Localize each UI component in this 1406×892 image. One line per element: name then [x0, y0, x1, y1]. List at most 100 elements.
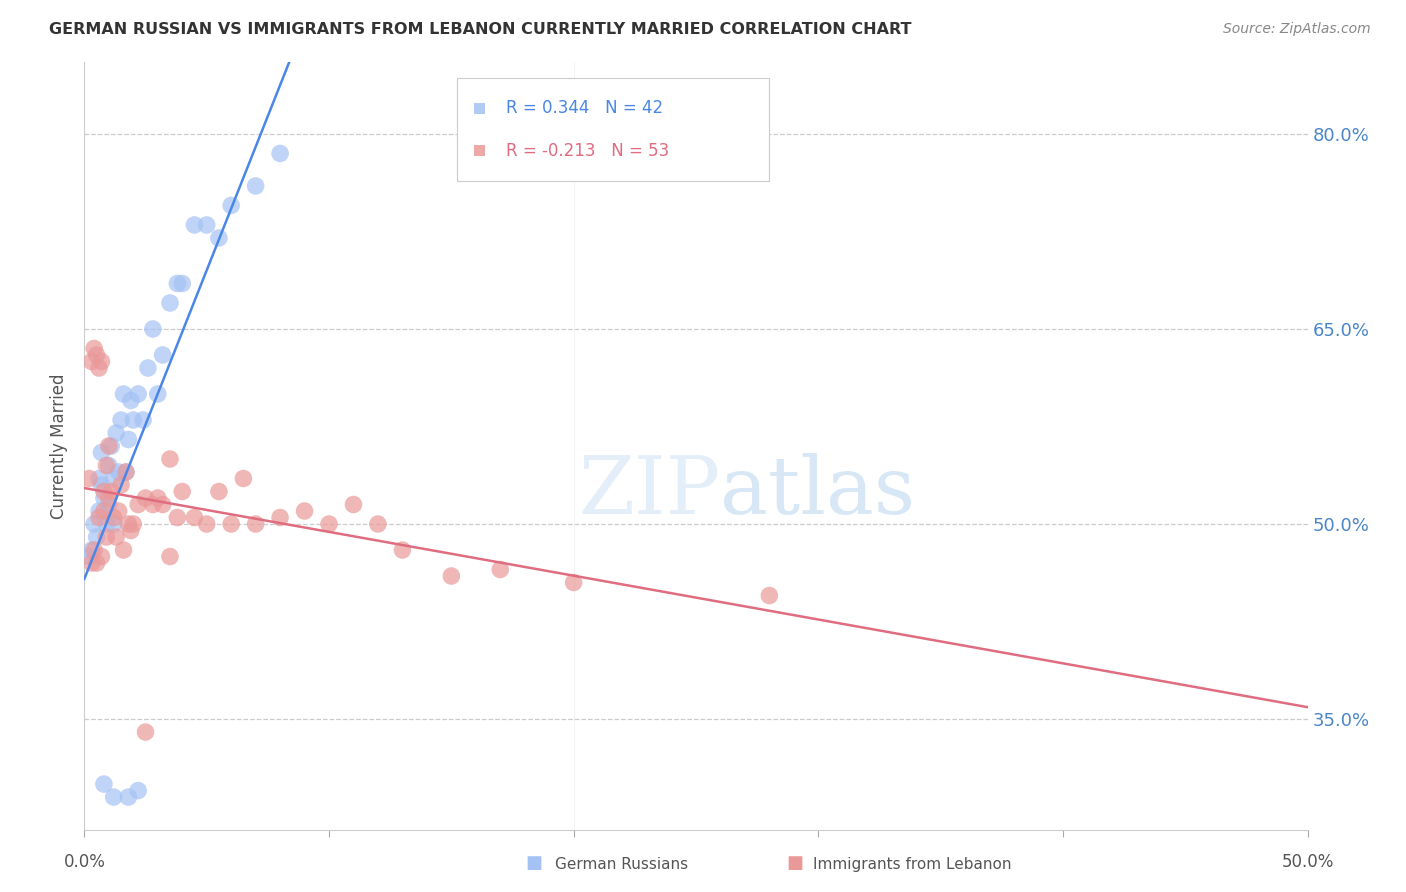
Point: [269, 146, 291, 161]
Point: [77, 471, 100, 485]
Point: [135, 725, 157, 739]
Point: [562, 575, 585, 590]
Point: [219, 516, 242, 531]
Point: [77, 549, 100, 564]
Point: [97, 439, 120, 453]
Point: [105, 425, 128, 440]
Point: [863, 16, 886, 30]
Point: [103, 471, 125, 485]
Point: [391, 543, 413, 558]
Point: [115, 465, 138, 479]
Text: 50.0%: 50.0%: [1281, 853, 1334, 871]
Point: [80, 543, 103, 558]
Point: [294, 504, 316, 518]
Point: [142, 498, 165, 512]
Text: R = 0.344   N = 42: R = 0.344 N = 42: [506, 100, 664, 118]
Text: Source: ZipAtlas.com: Source: ZipAtlas.com: [1223, 22, 1371, 37]
Point: [93, 504, 115, 518]
Point: [142, 322, 165, 336]
Point: [172, 484, 194, 499]
Point: [105, 530, 128, 544]
Point: [208, 484, 231, 499]
Point: [107, 504, 129, 518]
Point: [136, 361, 159, 376]
Point: [166, 510, 188, 524]
Text: German Russians: German Russians: [555, 857, 689, 872]
Point: [127, 783, 149, 797]
Point: [122, 516, 145, 531]
Point: [90, 445, 112, 459]
Point: [127, 387, 149, 401]
Point: [195, 516, 218, 531]
Point: [96, 458, 118, 473]
Point: [183, 218, 205, 232]
Point: [132, 413, 155, 427]
Point: [120, 393, 142, 408]
Point: [159, 452, 181, 467]
Point: [183, 510, 205, 524]
Point: [112, 387, 135, 401]
Point: [103, 516, 125, 531]
Point: [80, 556, 103, 570]
Point: [146, 387, 169, 401]
Point: [115, 465, 138, 479]
FancyBboxPatch shape: [457, 78, 769, 181]
Point: [195, 218, 218, 232]
Point: [110, 413, 132, 427]
Point: [87, 504, 110, 518]
Point: [83, 543, 105, 558]
Point: [120, 524, 142, 538]
Text: GERMAN RUSSIAN VS IMMIGRANTS FROM LEBANON CURRENTLY MARRIED CORRELATION CHART: GERMAN RUSSIAN VS IMMIGRANTS FROM LEBANO…: [49, 22, 911, 37]
Point: [122, 413, 145, 427]
Text: ■: ■: [786, 855, 803, 872]
Point: [93, 777, 115, 791]
Text: ■: ■: [526, 855, 543, 872]
Point: [489, 562, 512, 576]
Point: [117, 516, 139, 531]
Point: [86, 530, 108, 544]
Point: [159, 549, 181, 564]
Point: [440, 569, 463, 583]
Point: [152, 348, 174, 362]
Point: [87, 471, 110, 485]
Point: [367, 516, 389, 531]
Point: [97, 491, 120, 505]
Point: [90, 354, 112, 368]
Point: [90, 549, 112, 564]
Point: [159, 296, 181, 310]
Point: [87, 361, 110, 376]
Point: [117, 433, 139, 447]
Point: [245, 178, 267, 193]
Point: [135, 491, 157, 505]
Point: [232, 471, 254, 485]
Point: [86, 348, 108, 362]
Text: ZIP: ZIP: [578, 453, 720, 531]
Point: [110, 478, 132, 492]
Point: [342, 498, 364, 512]
Point: [166, 277, 188, 291]
Point: [83, 516, 105, 531]
Point: [117, 790, 139, 805]
Point: [112, 543, 135, 558]
Point: [93, 491, 115, 505]
Point: [93, 484, 115, 499]
Point: [96, 516, 118, 531]
Text: R = -0.213   N = 53: R = -0.213 N = 53: [506, 142, 669, 160]
Point: [152, 498, 174, 512]
Point: [97, 458, 120, 473]
Point: [100, 484, 122, 499]
Point: [90, 478, 112, 492]
Point: [96, 530, 118, 544]
Point: [107, 465, 129, 479]
Point: [318, 516, 340, 531]
Point: [269, 510, 291, 524]
Point: [86, 556, 108, 570]
Point: [97, 498, 120, 512]
Point: [172, 277, 194, 291]
Point: [219, 198, 242, 212]
Point: [758, 589, 780, 603]
Text: 0.0%: 0.0%: [63, 853, 105, 871]
Point: [146, 491, 169, 505]
Point: [80, 354, 103, 368]
Point: [103, 790, 125, 805]
